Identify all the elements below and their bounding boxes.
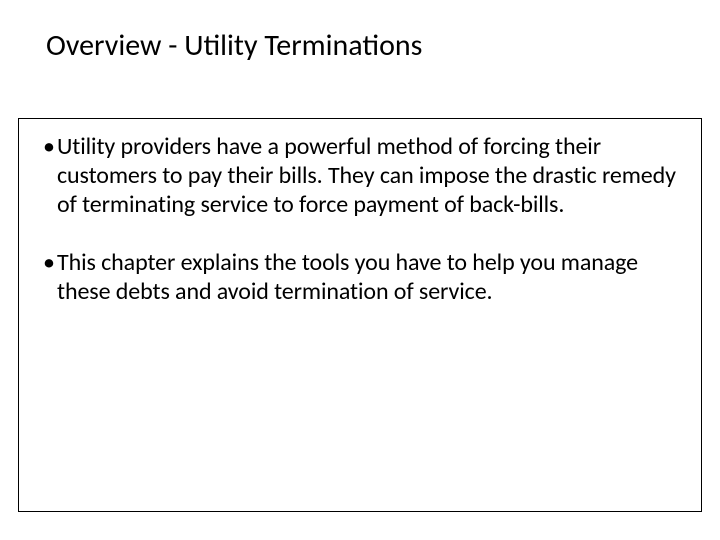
bullet-item: Utility providers have a powerful method… (43, 133, 677, 219)
content-box: Utility providers have a powerful method… (18, 118, 702, 512)
slide-title: Overview - Utility Terminations (46, 28, 422, 64)
bullet-item: This chapter explains the tools you have… (43, 249, 677, 307)
bullet-list: Utility providers have a powerful method… (43, 133, 677, 307)
slide: Overview - Utility Terminations Utility … (0, 0, 720, 540)
bullet-gap (43, 219, 677, 249)
